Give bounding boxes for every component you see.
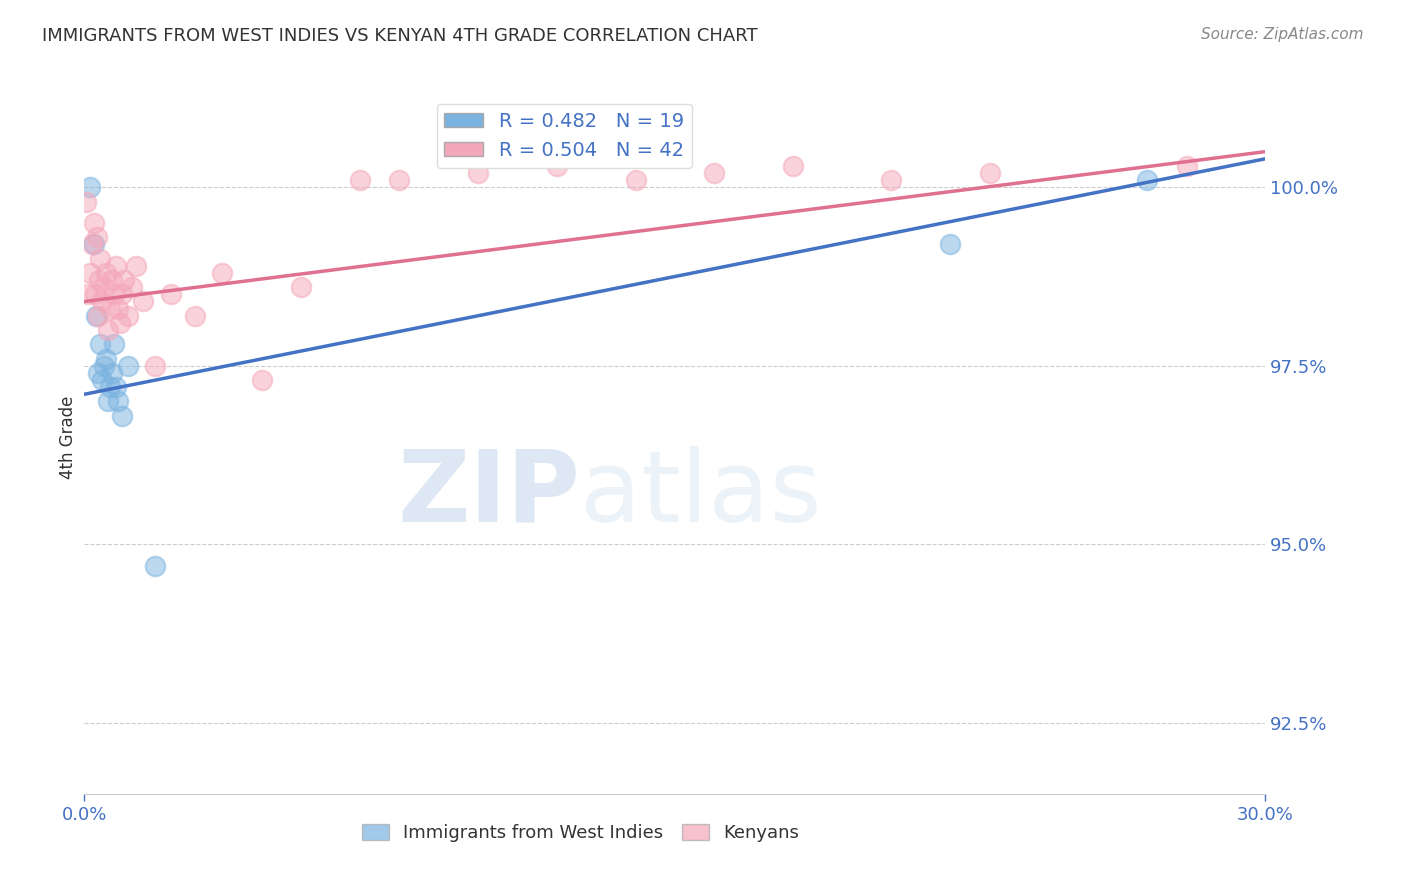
Point xyxy=(98,380,121,394)
Legend: Immigrants from West Indies, Kenyans: Immigrants from West Indies, Kenyans xyxy=(354,816,806,849)
Point xyxy=(98,301,121,316)
Point xyxy=(93,359,115,373)
Point xyxy=(83,237,105,252)
Text: ZIP: ZIP xyxy=(398,446,581,542)
Point xyxy=(782,159,804,173)
Y-axis label: 4th Grade: 4th Grade xyxy=(59,395,77,479)
Point xyxy=(79,180,101,194)
Point xyxy=(211,266,233,280)
Point xyxy=(117,309,139,323)
Point xyxy=(91,294,114,309)
Point xyxy=(290,280,312,294)
Point xyxy=(143,359,166,373)
Point xyxy=(104,259,127,273)
Point xyxy=(546,159,568,173)
Point xyxy=(388,173,411,187)
Point xyxy=(183,309,205,323)
Point xyxy=(624,173,647,187)
Point xyxy=(84,287,107,301)
Text: Source: ZipAtlas.com: Source: ZipAtlas.com xyxy=(1201,27,1364,42)
Point xyxy=(103,287,125,301)
Point xyxy=(108,316,131,330)
Point xyxy=(101,273,124,287)
Point xyxy=(107,394,129,409)
Point xyxy=(107,301,129,316)
Point xyxy=(75,194,97,209)
Point xyxy=(111,409,134,423)
Point xyxy=(101,366,124,380)
Point xyxy=(349,173,371,187)
Point xyxy=(94,351,117,366)
Point xyxy=(703,166,725,180)
Point xyxy=(143,558,166,573)
Point xyxy=(91,373,114,387)
Point xyxy=(160,287,183,301)
Point xyxy=(250,373,273,387)
Point xyxy=(77,287,100,301)
Point xyxy=(97,323,120,337)
Point xyxy=(89,273,111,287)
Point xyxy=(1136,173,1159,187)
Point xyxy=(880,173,903,187)
Point xyxy=(83,216,105,230)
Point xyxy=(86,230,108,244)
Point xyxy=(104,380,127,394)
Point xyxy=(979,166,1001,180)
Point xyxy=(84,309,107,323)
Point xyxy=(93,280,115,294)
Point xyxy=(87,309,110,323)
Point xyxy=(1175,159,1198,173)
Point xyxy=(89,337,111,351)
Point xyxy=(112,273,135,287)
Text: IMMIGRANTS FROM WEST INDIES VS KENYAN 4TH GRADE CORRELATION CHART: IMMIGRANTS FROM WEST INDIES VS KENYAN 4T… xyxy=(42,27,758,45)
Point xyxy=(124,259,146,273)
Point xyxy=(94,266,117,280)
Point xyxy=(117,359,139,373)
Point xyxy=(132,294,155,309)
Point xyxy=(87,366,110,380)
Point xyxy=(121,280,143,294)
Point xyxy=(103,337,125,351)
Point xyxy=(111,287,134,301)
Text: atlas: atlas xyxy=(581,446,823,542)
Point xyxy=(939,237,962,252)
Point xyxy=(97,394,120,409)
Point xyxy=(79,266,101,280)
Point xyxy=(467,166,489,180)
Point xyxy=(82,237,104,252)
Point xyxy=(89,252,111,266)
